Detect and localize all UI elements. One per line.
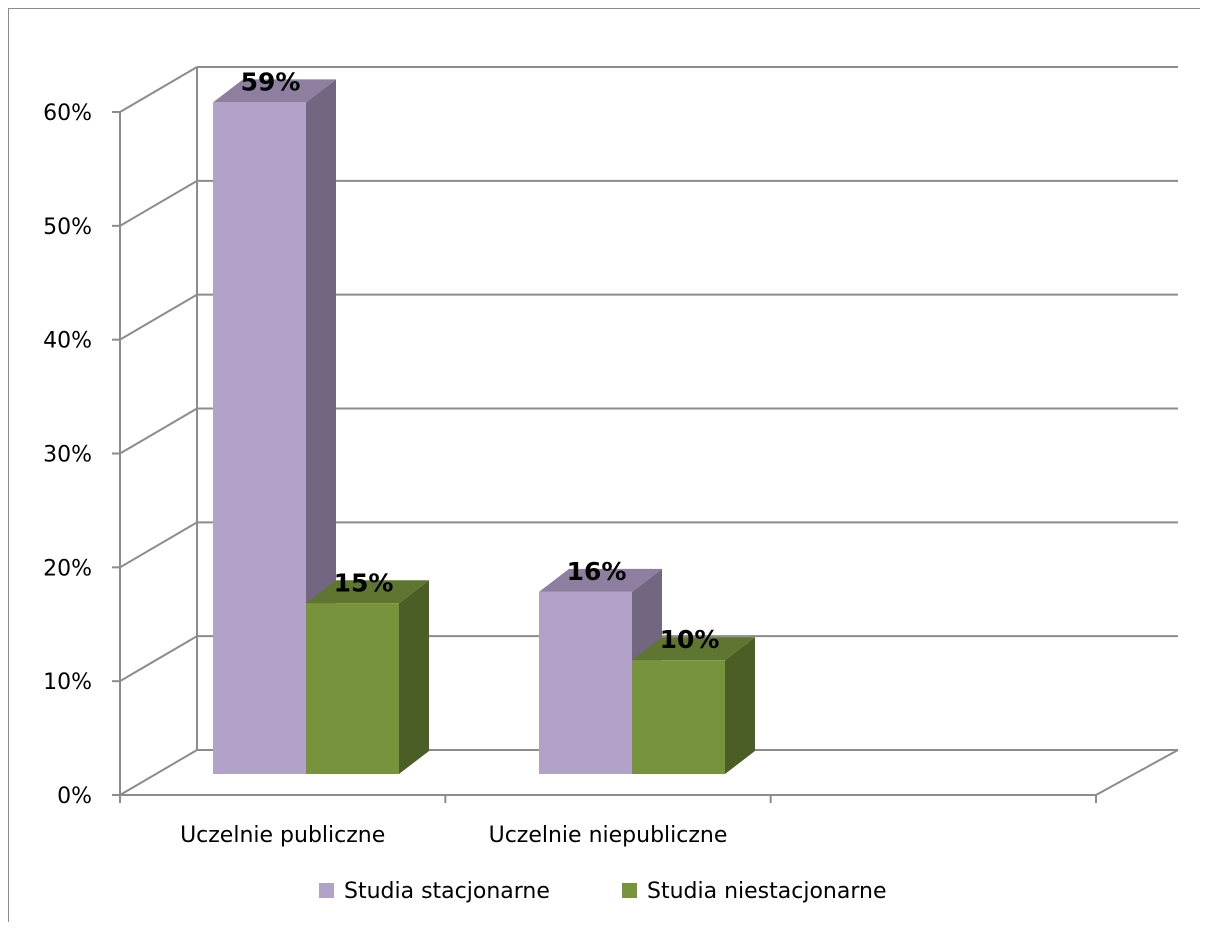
- legend-label: Studia niestacjonarne: [647, 879, 886, 904]
- y-tick-label: 50%: [43, 215, 92, 240]
- bar: [306, 603, 399, 774]
- data-label: 16%: [567, 557, 627, 586]
- y-tick-label: 30%: [43, 443, 92, 468]
- y-tick-label: 20%: [43, 556, 92, 581]
- side-gridline: [119, 293, 198, 341]
- y-tick-label: 60%: [43, 101, 92, 126]
- side-gridline: [119, 749, 198, 796]
- chart-frame: [8, 8, 1200, 922]
- side-gridline: [119, 635, 198, 683]
- side-gridline: [119, 521, 198, 569]
- x-tick-label: Uczelnie niepubliczne: [489, 823, 728, 848]
- bar: [632, 660, 725, 774]
- data-label: 15%: [334, 568, 394, 597]
- data-label: 10%: [660, 625, 720, 654]
- bar-top: [213, 79, 336, 103]
- legend-swatch: [622, 883, 637, 898]
- bar-side: [725, 637, 755, 774]
- side-gridline: [119, 179, 198, 227]
- y-tick-label: 40%: [43, 329, 92, 354]
- bar-group: [539, 568, 662, 774]
- bar-top: [539, 568, 662, 592]
- y-tick-label: 0%: [57, 784, 92, 809]
- bar: [539, 591, 632, 774]
- bar-top: [632, 637, 755, 661]
- legend-label: Studia stacjonarne: [344, 879, 550, 904]
- x-tick-label: Uczelnie publiczne: [180, 823, 385, 848]
- side-gridline: [119, 407, 198, 455]
- y-tick-label: 10%: [43, 670, 92, 695]
- bar: [213, 102, 306, 775]
- bar-group: [306, 580, 429, 774]
- legend-swatch: [319, 883, 334, 898]
- data-label: 59%: [241, 67, 301, 96]
- floor-right-edge: [1095, 749, 1179, 796]
- bar-side: [399, 580, 429, 774]
- bar-top: [306, 580, 429, 604]
- side-gridline: [119, 66, 198, 113]
- bar-group: [632, 637, 755, 774]
